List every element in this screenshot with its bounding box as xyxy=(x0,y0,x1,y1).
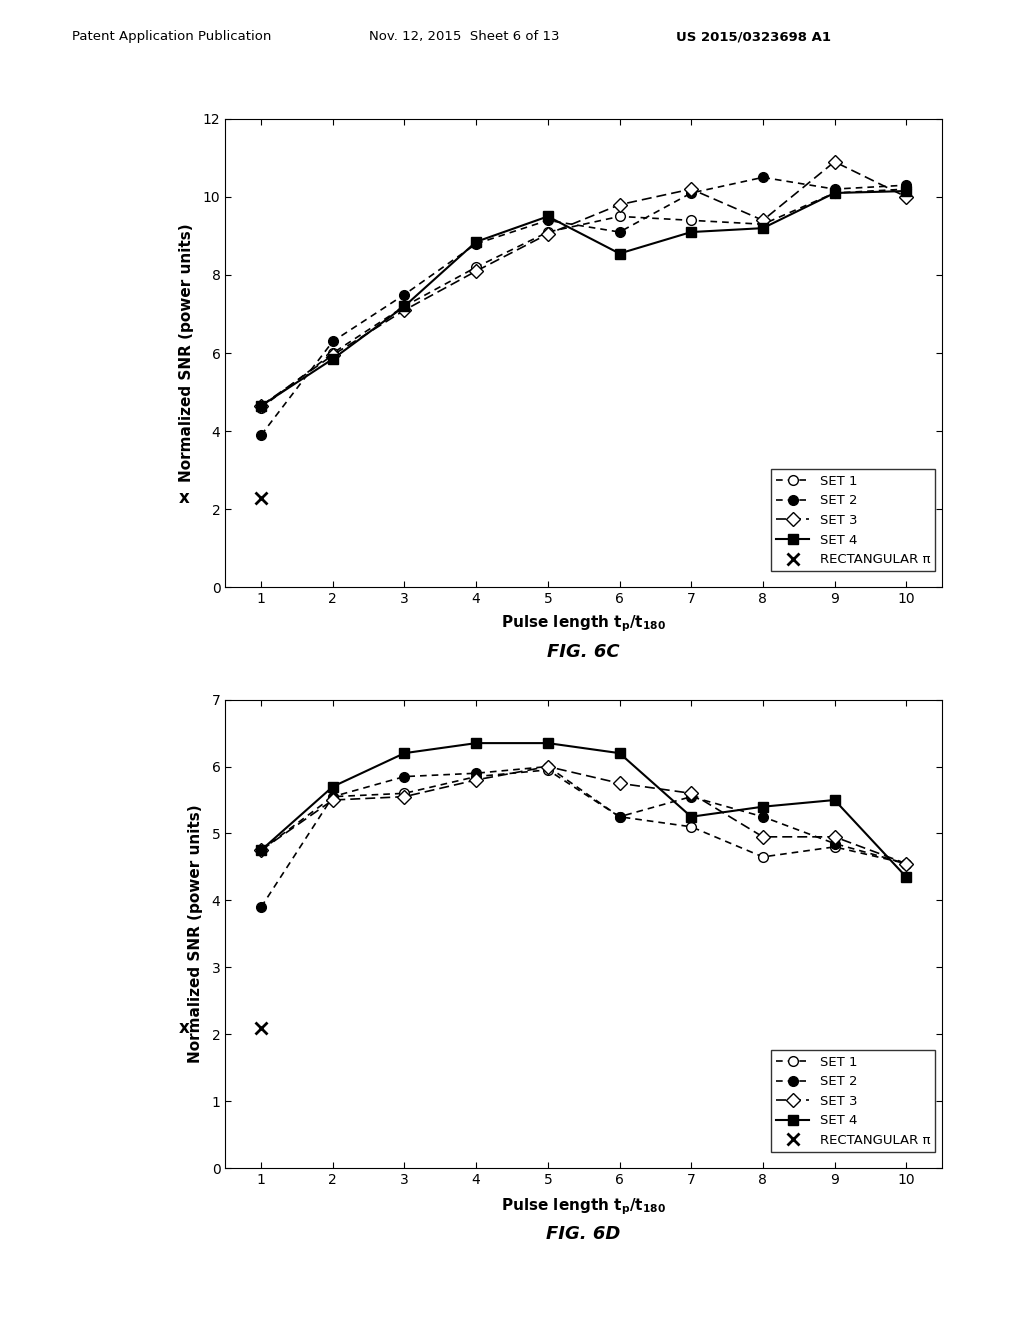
Text: FIG. 6D: FIG. 6D xyxy=(547,1225,621,1243)
Y-axis label: Normalized SNR (power units): Normalized SNR (power units) xyxy=(179,224,195,482)
Y-axis label: Normalized SNR (power units): Normalized SNR (power units) xyxy=(188,805,203,1063)
Text: FIG. 6C: FIG. 6C xyxy=(548,643,620,661)
Text: Patent Application Publication: Patent Application Publication xyxy=(72,30,271,44)
Legend: SET 1, SET 2, SET 3, SET 4, RECTANGULAR π: SET 1, SET 2, SET 3, SET 4, RECTANGULAR … xyxy=(771,470,936,572)
Text: Pulse length $\mathbf{t_p/t_{180}}$: Pulse length $\mathbf{t_p/t_{180}}$ xyxy=(501,1196,667,1217)
Legend: SET 1, SET 2, SET 3, SET 4, RECTANGULAR π: SET 1, SET 2, SET 3, SET 4, RECTANGULAR … xyxy=(771,1051,936,1152)
Text: Pulse length $\mathbf{t_p/t_{180}}$: Pulse length $\mathbf{t_p/t_{180}}$ xyxy=(501,614,667,635)
Text: x: x xyxy=(179,488,189,507)
Text: US 2015/0323698 A1: US 2015/0323698 A1 xyxy=(676,30,830,44)
Text: Nov. 12, 2015  Sheet 6 of 13: Nov. 12, 2015 Sheet 6 of 13 xyxy=(369,30,559,44)
Text: x: x xyxy=(179,1019,189,1036)
